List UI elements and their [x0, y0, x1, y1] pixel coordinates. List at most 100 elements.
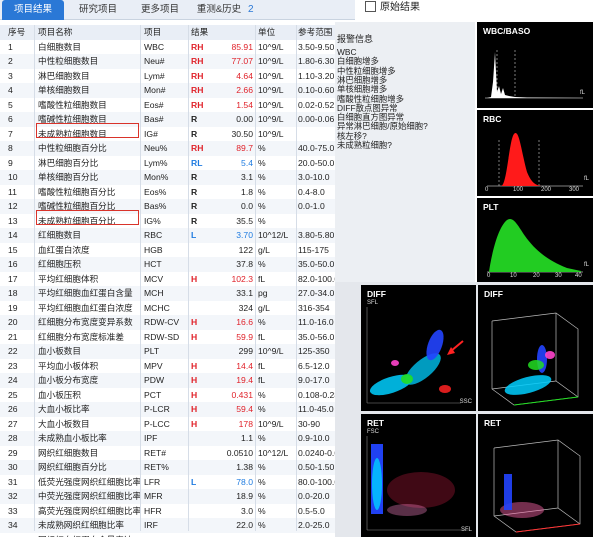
header-name: 项目名称: [38, 27, 73, 37]
row-item-name: 嗜酸性粒细胞数目: [38, 99, 107, 110]
wbc-baso-title: WBC/BASO: [483, 26, 531, 36]
row-item-name: 红细胞分布宽度变异系数: [38, 317, 133, 327]
row-item-code: MCH: [144, 288, 164, 298]
table-row[interactable]: 26 大血小板比率 P-LCR H 59.4% 11.0-45.0: [0, 402, 356, 417]
raw-result-checkbox[interactable]: [365, 1, 376, 12]
row-item-code: WBC: [144, 41, 165, 52]
row-item-code: Neu%: [144, 143, 168, 153]
row-unit: 10^9/L: [258, 85, 284, 95]
row-unit: 10^9/L: [258, 418, 284, 429]
row-item-name: 大血小板数目: [38, 418, 90, 429]
row-item-name: 血红蛋白浓度: [38, 244, 90, 255]
plt-tick-40: 40: [575, 273, 582, 279]
diff-title: DIFF: [367, 289, 386, 299]
table-row[interactable]: 4 单核细胞数目 Mon# RH 2.66 10^9/L 0.10-0.60: [0, 83, 356, 98]
row-item-name: 网织红细胞数目: [38, 447, 99, 458]
row-index: 18: [8, 288, 18, 298]
alert-title: 报警信息: [337, 34, 374, 44]
table-row[interactable]: 22 血小板数目 PLT 299 10^9/L 125-350: [0, 344, 356, 359]
row-unit: %: [258, 389, 266, 400]
row-index: 11: [8, 186, 17, 197]
table-row[interactable]: 29 网织红细胞数目 RET# 0.0510 10^12/L 0.0240-0.08: [0, 446, 356, 461]
row-item-name: 嗜碱性粒细胞百分比: [38, 201, 116, 211]
table-row[interactable]: 35 网织红血红蛋白含量表达 RHEL21.9 pg28.0-37.0: [0, 533, 356, 537]
row-item-name: 平均红细胞体积: [38, 273, 99, 284]
row-value: 30.50: [231, 128, 253, 139]
table-row[interactable]: 13 未成熟粒细胞百分比 IG% R 35.5%: [0, 214, 356, 229]
table-row[interactable]: 31 低荧光强度网织红细胞比率 LFR L 78.0% 80.0-100.0: [0, 475, 356, 490]
alert-message: DIFF散点图异常: [337, 102, 398, 113]
alert-message: 白细胞增多: [337, 56, 379, 67]
row-value: 89.7: [236, 143, 253, 153]
row-value: 3.70: [236, 230, 253, 240]
table-row[interactable]: 6 嗜碱性粒细胞数目 Bas# R 0.00 10^9/L 0.00-0.06: [0, 112, 356, 127]
row-unit: 10^9/L: [258, 99, 284, 110]
row-unit: g/L: [258, 302, 270, 313]
row-item-name: 红细胞数目: [38, 230, 81, 240]
table-row[interactable]: 25 血小板压积 PCT H 0.431% 0.108-0.282: [0, 388, 356, 403]
raw-result-toggle[interactable]: 原始结果: [365, 1, 420, 15]
header-item: 项目: [144, 27, 162, 37]
row-item-code: MFR: [144, 491, 163, 501]
table-row[interactable]: 7 未成熟粒细胞数目 IG# R 30.50 10^9/L: [0, 127, 356, 142]
table-row[interactable]: 32 中荧光强度网织红细胞比率 MFR 18.9% 0.0-20.0: [0, 489, 356, 504]
row-value: 18.9: [236, 491, 253, 501]
table-row[interactable]: 23 平均血小板体积 MPV H 14.4 fL 6.5-12.0: [0, 359, 356, 374]
row-item-code: HCT: [144, 259, 162, 269]
table-row[interactable]: 30 网织红细胞百分比 RET% 1.38% 0.50-1.50: [0, 460, 356, 475]
row-flag: H: [191, 331, 198, 342]
table-row[interactable]: 34 未成熟网织红细胞比率 IRF 22.0% 2.0-25.0: [0, 518, 356, 533]
diff-scattergram: DIFF SFL SSC: [361, 285, 476, 411]
table-row[interactable]: 5 嗜酸性粒细胞数目 Eos# RH 1.54 10^9/L 0.02-0.52: [0, 98, 356, 113]
plt-tick-20: 20: [533, 273, 540, 279]
row-index: 10: [8, 172, 18, 182]
table-row[interactable]: 15 血红蛋白浓度 HGB 122 g/L 115-175: [0, 243, 356, 258]
row-item-name: 未成熟粒细胞数目: [38, 128, 107, 139]
table-row[interactable]: 8 中性粒细胞百分比 Neu% RH 89.7% 40.0-75.0: [0, 141, 356, 156]
row-index: 1: [8, 41, 13, 52]
table-row[interactable]: 19 平均红细胞血红蛋白浓度 MCHC 324 g/L 316-354: [0, 301, 356, 316]
row-flag: RH: [191, 41, 204, 52]
row-value: 1.1: [241, 433, 253, 443]
row-item-name: 未成熟网织红细胞比率: [38, 520, 124, 530]
table-row[interactable]: 28 未成熟血小板比率 IPF 1.1% 0.9-10.0: [0, 431, 356, 446]
tab-retest-history[interactable]: 重测&历史: [196, 4, 242, 15]
tab-research-items[interactable]: 研究项目: [78, 4, 117, 15]
row-item-code: PDW: [144, 375, 165, 385]
row-flag: R: [191, 128, 198, 139]
table-row[interactable]: 33 高荧光强度网织红细胞比率 HFR 3.0% 0.5-5.0: [0, 504, 356, 519]
table-row[interactable]: 24 血小板分布宽度 PDW H 19.4 fL 9.0-17.0: [0, 373, 356, 388]
table-row[interactable]: 1 白细胞数目 WBC RH 85.91 10^9/L 3.50-9.50: [0, 40, 356, 55]
row-reference-range: 35.0-50.0: [298, 259, 335, 269]
table-row[interactable]: 9 淋巴细胞百分比 Lym% RL 5.4% 20.0-50.0: [0, 156, 356, 171]
row-item-name: 未成熟粒细胞百分比: [38, 215, 116, 226]
table-row[interactable]: 2 中性粒细胞数目 Neu# RH 77.07 10^9/L 1.80-6.30: [0, 54, 356, 69]
table-row[interactable]: 20 红细胞分布宽度变异系数 RDW-CV H 16.6% 11.0-16.0: [0, 315, 356, 330]
table-row[interactable]: 17 平均红细胞体积 MCV H 102.3 fL 82.0-100.0: [0, 272, 356, 287]
table-row[interactable]: 11 嗜酸性粒细胞百分比 Eos% R 1.8% 0.4-8.0: [0, 185, 356, 200]
row-flag: RH: [191, 70, 204, 81]
row-reference-range: 0.4-8.0: [298, 186, 325, 197]
row-unit: pg: [258, 533, 296, 537]
row-unit: g/L: [258, 244, 270, 255]
table-row[interactable]: 10 单核细胞百分比 Mon% R 3.1% 3.0-10.0: [0, 170, 356, 185]
table-row[interactable]: 27 大血小板数目 P-LCC H 178 10^9/L 30-90: [0, 417, 356, 432]
table-row[interactable]: 12 嗜碱性粒细胞百分比 Bas% R 0.0% 0.0-1.0: [0, 199, 356, 214]
row-flag: H: [191, 404, 198, 414]
table-row[interactable]: 3 淋巴细胞数目 Lym# RH 4.64 10^9/L 1.10-3.20: [0, 69, 356, 84]
tab-project-results[interactable]: 项目结果: [2, 0, 64, 20]
row-flag: [191, 460, 205, 475]
table-row[interactable]: 14 红细胞数目 RBC L 3.70 10^12/L 3.80-5.80: [0, 228, 356, 243]
table-row[interactable]: 21 红细胞分布宽度标准差 RDW-SD H 59.9 fL 35.0-56.0: [0, 330, 356, 345]
row-value: 0.431: [231, 389, 253, 400]
tab-more-items[interactable]: 更多项目: [140, 4, 179, 15]
row-flag: RH: [191, 56, 204, 66]
row-index: 24: [8, 375, 18, 385]
row-item-code: IPF: [144, 433, 158, 443]
table-row[interactable]: 18 平均红细胞血红蛋白含量 MCH 33.1 pg 27.0-34.0: [0, 286, 356, 301]
row-flag: [191, 504, 205, 519]
diff-3d-title: DIFF: [484, 289, 503, 299]
row-index: 17: [8, 273, 18, 284]
row-index: 34: [8, 520, 18, 530]
table-row[interactable]: 16 红细胞压积 HCT 37.8% 35.0-50.0: [0, 257, 356, 272]
